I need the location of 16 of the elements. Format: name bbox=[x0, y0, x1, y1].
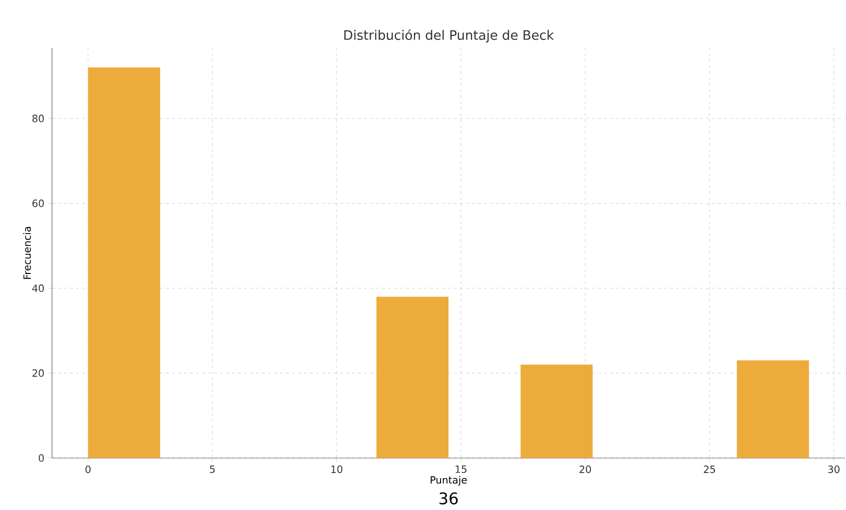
y-axis-title: Frecuencia bbox=[23, 226, 31, 279]
y-tick-label: 20 bbox=[32, 369, 44, 377]
x-tick-label: 5 bbox=[210, 466, 215, 473]
x-tick-label: 30 bbox=[828, 466, 840, 474]
y-tick-label: 40 bbox=[32, 284, 44, 292]
y-tick-label: 60 bbox=[32, 200, 44, 208]
x-tick-label: 20 bbox=[580, 466, 591, 474]
y-tick-label: 0 bbox=[38, 454, 44, 462]
text: 36 bbox=[440, 492, 458, 504]
x-tick-label: 0 bbox=[86, 466, 91, 474]
x-tick-label: 10 bbox=[331, 466, 342, 474]
x-tick-label: 15 bbox=[456, 466, 466, 473]
x-axis-title: Puntaje bbox=[430, 476, 467, 486]
chart-title: Distribución del Puntaje de Beck bbox=[344, 29, 554, 42]
x-tick-label: 25 bbox=[704, 466, 716, 474]
y-tick-label: 80 bbox=[32, 114, 44, 122]
